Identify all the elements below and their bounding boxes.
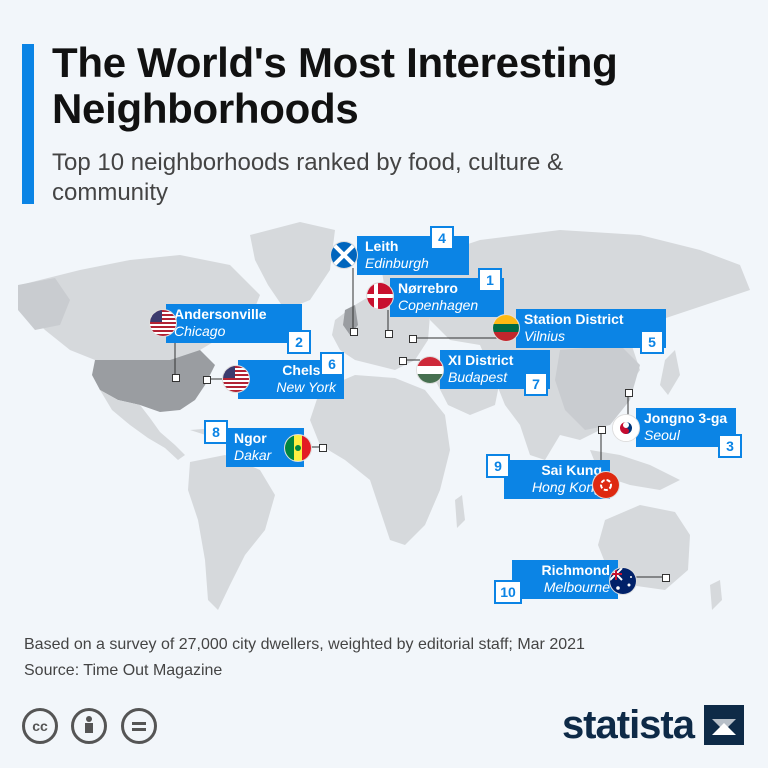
southeast-asia-shape [590,450,680,490]
city-name: Copenhagen [398,297,479,313]
label-andersonville[interactable]: Andersonville Chicago [166,304,302,343]
city-name: Melbourne [543,579,610,595]
connector-lines [174,268,665,578]
rank-badge-9: 9 [486,454,510,478]
city-name: New York [276,379,336,395]
statista-mark-icon [704,705,744,745]
rank-badge-5: 5 [640,330,664,354]
madagascar-shape [455,495,465,528]
marker-hong-kong[interactable] [598,426,606,434]
rank-badge-8: 8 [204,420,228,444]
city-name: Seoul [644,427,680,443]
marker-dakar[interactable] [319,444,327,452]
south-america-shape [188,455,275,610]
label-xi-district[interactable]: XI District Budapest [440,350,550,389]
marker-budapest[interactable] [399,357,407,365]
neighborhood-name: Jongno 3-ga [644,410,728,426]
rank-badge-10: 10 [494,580,522,604]
title-accent-bar [22,44,34,204]
africa-shape [310,375,450,545]
usa-shape [92,350,215,412]
scotland-flag-icon [330,241,358,269]
neighborhood-name: Station District [524,311,624,327]
marker-seoul[interactable] [625,389,633,397]
city-name: Hong Kong [531,479,602,495]
city-name: Dakar [234,447,272,463]
marker-chicago[interactable] [172,374,180,382]
source-note: Source: Time Out Magazine [24,662,223,679]
city-name: Chicago [174,323,226,339]
label-chelsea[interactable]: Chelsea New York [238,360,344,399]
creative-commons-icon[interactable]: cc [22,708,58,744]
license-icons: cc [22,708,166,744]
city-name: Budapest [448,369,508,385]
chart-subtitle: Top 10 neighborhoods ranked by food, cul… [52,149,564,206]
marker-copenhagen[interactable] [385,330,393,338]
city-name: Edinburgh [365,255,429,271]
alaska-shape [18,278,70,330]
marker-new-york[interactable] [203,376,211,384]
rank-badge-7: 7 [524,372,548,396]
denmark-flag-icon [366,282,394,310]
greenland-shape [250,222,335,310]
rank-badge-3: 3 [718,434,742,458]
rank-badge-2: 2 [287,330,311,354]
marker-melbourne[interactable] [662,574,670,582]
footer-note: Based on a survey of 27,000 city dweller… [24,632,754,684]
china-shape [555,345,640,430]
label-richmond[interactable]: Richmond Melbourne [512,560,618,599]
brand-name: statista [561,703,695,747]
neighborhood-name: Sai Kung [541,462,602,478]
survey-note: Based on a survey of 27,000 city dweller… [24,636,585,653]
marker-vilnius[interactable] [409,335,417,343]
rank-badge-6: 6 [320,352,344,376]
marker-edinburgh[interactable] [350,328,358,336]
japan-shape [660,350,680,395]
neighborhood-name: Leith [365,238,399,254]
senegal-flag-icon [284,434,312,462]
uk-shape [343,305,358,335]
australia-flag-icon [609,567,637,595]
rank-badge-4: 4 [430,226,454,250]
lithuania-flag-icon [492,314,520,342]
usa-flag-icon [222,365,250,393]
usa-flag-icon [149,309,177,337]
mexico-shape [100,390,185,460]
city-name: Vilnius [524,328,565,344]
attribution-icon[interactable] [71,708,108,744]
no-derivatives-icon[interactable] [120,708,157,744]
hungary-flag-icon [416,356,444,384]
chart-title: The World's Most Interesting Neighborhoo… [52,39,618,132]
neighborhood-name: Andersonville [174,306,267,322]
neighborhood-name: Richmond [541,562,610,578]
hong-kong-flag-icon [592,471,620,499]
rank-badge-1: 1 [478,268,502,292]
label-sai-kung[interactable]: Sai Kung Hong Kong [504,460,610,499]
neighborhood-name: XI District [448,352,514,368]
statista-logo[interactable]: statista [562,700,744,750]
new-zealand-shape [710,580,722,610]
neighborhood-name: Ngor [234,430,267,446]
south-korea-flag-icon [612,414,640,442]
neighborhood-name: Nørrebro [398,280,458,296]
label-station-district[interactable]: Station District Vilnius [516,309,666,348]
